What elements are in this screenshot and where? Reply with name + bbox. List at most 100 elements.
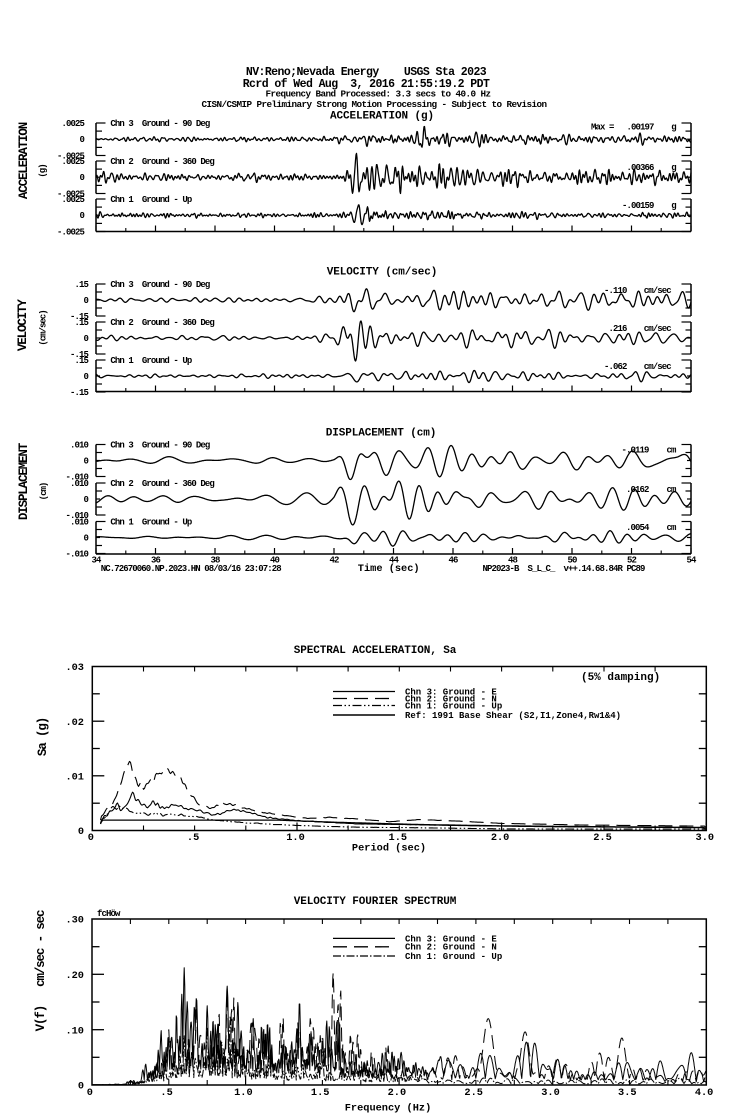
svg-text:cm/sec: cm/sec [644,362,672,372]
svg-text:g: g [671,201,676,211]
svg-text:DISPLACEMENT: DISPLACEMENT [17,442,31,520]
svg-text:-.15: -.15 [70,350,89,360]
svg-text:54: 54 [686,556,697,566]
svg-text:.20: .20 [65,970,84,982]
svg-text:1.0: 1.0 [286,832,305,844]
svg-text:-.010: -.010 [65,549,88,559]
svg-text:-.15: -.15 [70,312,89,322]
svg-text:cm: cm [667,445,678,455]
svg-text:NV:Reno;Nevada Energy USGS: NV:Reno;Nevada Energy USGS Sta 2023 [246,66,487,79]
svg-text:44: 44 [389,556,400,566]
svg-text:(5% damping): (5% damping) [581,672,660,684]
svg-text:Frequency (Hz): Frequency (Hz) [345,1102,432,1114]
svg-text:Chn 2: Ground - N: Chn 2: Ground - N [405,943,497,953]
svg-text:3.0: 3.0 [541,1087,560,1099]
svg-text:1.5: 1.5 [389,832,408,844]
svg-text:VELOCITY FOURIER SPECTRUM: VELOCITY FOURIER SPECTRUM [294,896,457,908]
svg-text:ACCELERATION: ACCELERATION [17,122,31,199]
svg-text:ACCELERATION (g): ACCELERATION (g) [330,111,434,123]
svg-text:Period (sec): Period (sec) [352,843,426,855]
svg-text:0: 0 [83,495,88,505]
svg-text:.10: .10 [65,1025,84,1037]
svg-text:-.15: -.15 [70,388,89,398]
svg-text:.02: .02 [65,717,84,729]
svg-text:0: 0 [79,173,84,183]
svg-text:.00197: .00197 [626,122,654,132]
svg-text:-.00159: -.00159 [622,201,654,211]
svg-text:Chn 3 Ground - 90 Deg: Chn 3 Ground - 90 Deg [110,440,210,450]
svg-text:.5: .5 [187,832,199,844]
svg-text:0: 0 [88,832,94,844]
svg-text:.01: .01 [65,771,84,783]
svg-text:cm: cm [667,523,678,533]
svg-text:.0025: .0025 [61,157,84,167]
svg-text:0: 0 [87,1087,93,1099]
svg-text:cm/sec: cm/sec [644,286,672,296]
svg-text:Chn 1 Ground - Up: Chn 1 Ground - Up [110,356,192,366]
svg-text:0: 0 [83,296,88,306]
svg-text:0: 0 [83,334,88,344]
svg-text:VELOCITY: VELOCITY [16,299,30,351]
svg-text:46: 46 [448,556,458,566]
svg-text:.15: .15 [74,318,88,328]
svg-text:Max =: Max = [591,122,614,132]
svg-text:Chn 3 Ground - 90 Deg: Chn 3 Ground - 90 Deg [110,280,210,290]
svg-text:.0025: .0025 [61,119,84,129]
svg-text:.216: .216 [608,324,627,334]
svg-text:Rcrd of Wed Aug 3, 2016 21:55: Rcrd of Wed Aug 3, 2016 21:55:19.2 PDT [243,78,490,91]
svg-text:fcHöw: fcHöw [97,909,121,919]
svg-text:Ref: 1991 Base Shear (S2,I1,Zo: Ref: 1991 Base Shear (S2,I1,Zone4,Rw1&4) [405,711,621,721]
svg-text:0: 0 [79,211,84,221]
svg-text:Chn 2 Ground - 360 Deg: Chn 2 Ground - 360 Deg [110,479,214,489]
svg-text:50: 50 [567,556,577,566]
svg-text:cm: cm [667,485,678,495]
svg-text:42: 42 [329,556,339,566]
svg-text:-.010: -.010 [65,472,88,482]
svg-text:4.0: 4.0 [695,1087,714,1099]
svg-text:0: 0 [78,1081,84,1093]
svg-text:(g): (g) [38,164,48,177]
svg-text:0: 0 [83,533,88,543]
svg-text:0: 0 [83,456,88,466]
svg-text:48: 48 [508,556,518,566]
svg-text:Sa (g): Sa (g) [36,718,50,756]
svg-text:g: g [671,122,676,132]
svg-text:-.0025: -.0025 [57,189,85,199]
svg-text:.0054: .0054 [626,523,650,533]
svg-text:Chn 1 Ground - Up: Chn 1 Ground - Up [110,195,192,205]
svg-text:3.5: 3.5 [618,1087,637,1099]
svg-text:-.0119: -.0119 [621,445,649,455]
svg-text:2.0: 2.0 [491,832,510,844]
svg-text:DISPLACEMENT (cm): DISPLACEMENT (cm) [326,428,437,440]
svg-text:(cm): (cm) [39,483,49,501]
svg-text:38: 38 [210,556,220,566]
svg-text:Chn 2: Ground - N: Chn 2: Ground - N [405,694,497,704]
svg-text:Chn 2 Ground - 360 Deg: Chn 2 Ground - 360 Deg [110,157,214,167]
svg-text:52: 52 [627,556,637,566]
svg-text:V(f) cm/sec - sec: V(f) cm/sec - sec [34,910,48,1031]
svg-text:(cm/sec): (cm/sec) [39,310,49,345]
svg-text:2.0: 2.0 [388,1087,407,1099]
svg-text:SPECTRAL ACCELERATION, Sa: SPECTRAL ACCELERATION, Sa [294,645,457,657]
svg-text:1.0: 1.0 [234,1087,253,1099]
svg-text:Chn 3 Ground - 90 Deg: Chn 3 Ground - 90 Deg [110,119,210,129]
svg-text:-.0025: -.0025 [57,227,85,237]
svg-text:.15: .15 [74,356,88,366]
svg-text:Frequency Band Processed: 3.3: Frequency Band Processed: 3.3 secs to 40… [266,89,491,100]
svg-text:.15: .15 [74,280,88,290]
svg-text:Chn 1 Ground - Up: Chn 1 Ground - Up [110,517,192,527]
svg-text:.010: .010 [70,440,89,450]
svg-text:.03: .03 [65,662,84,674]
svg-text:.5: .5 [160,1087,172,1099]
svg-text:2.5: 2.5 [593,832,612,844]
svg-text:.010: .010 [70,479,89,489]
svg-text:0: 0 [83,372,88,382]
svg-text:-.062: -.062 [604,362,627,372]
svg-text:Chn 1: Ground - Up: Chn 1: Ground - Up [405,952,502,962]
svg-text:-.010: -.010 [65,511,88,521]
svg-text:2.5: 2.5 [464,1087,483,1099]
svg-text:NP2023-B S_L_C_ v++.14.68.84: NP2023-B S_L_C_ v++.14.68.84R PC89 [483,564,646,574]
svg-text:Chn 3: Ground - E: Chn 3: Ground - E [405,934,497,944]
svg-text:.0025: .0025 [61,195,84,205]
svg-text:34: 34 [91,556,102,566]
